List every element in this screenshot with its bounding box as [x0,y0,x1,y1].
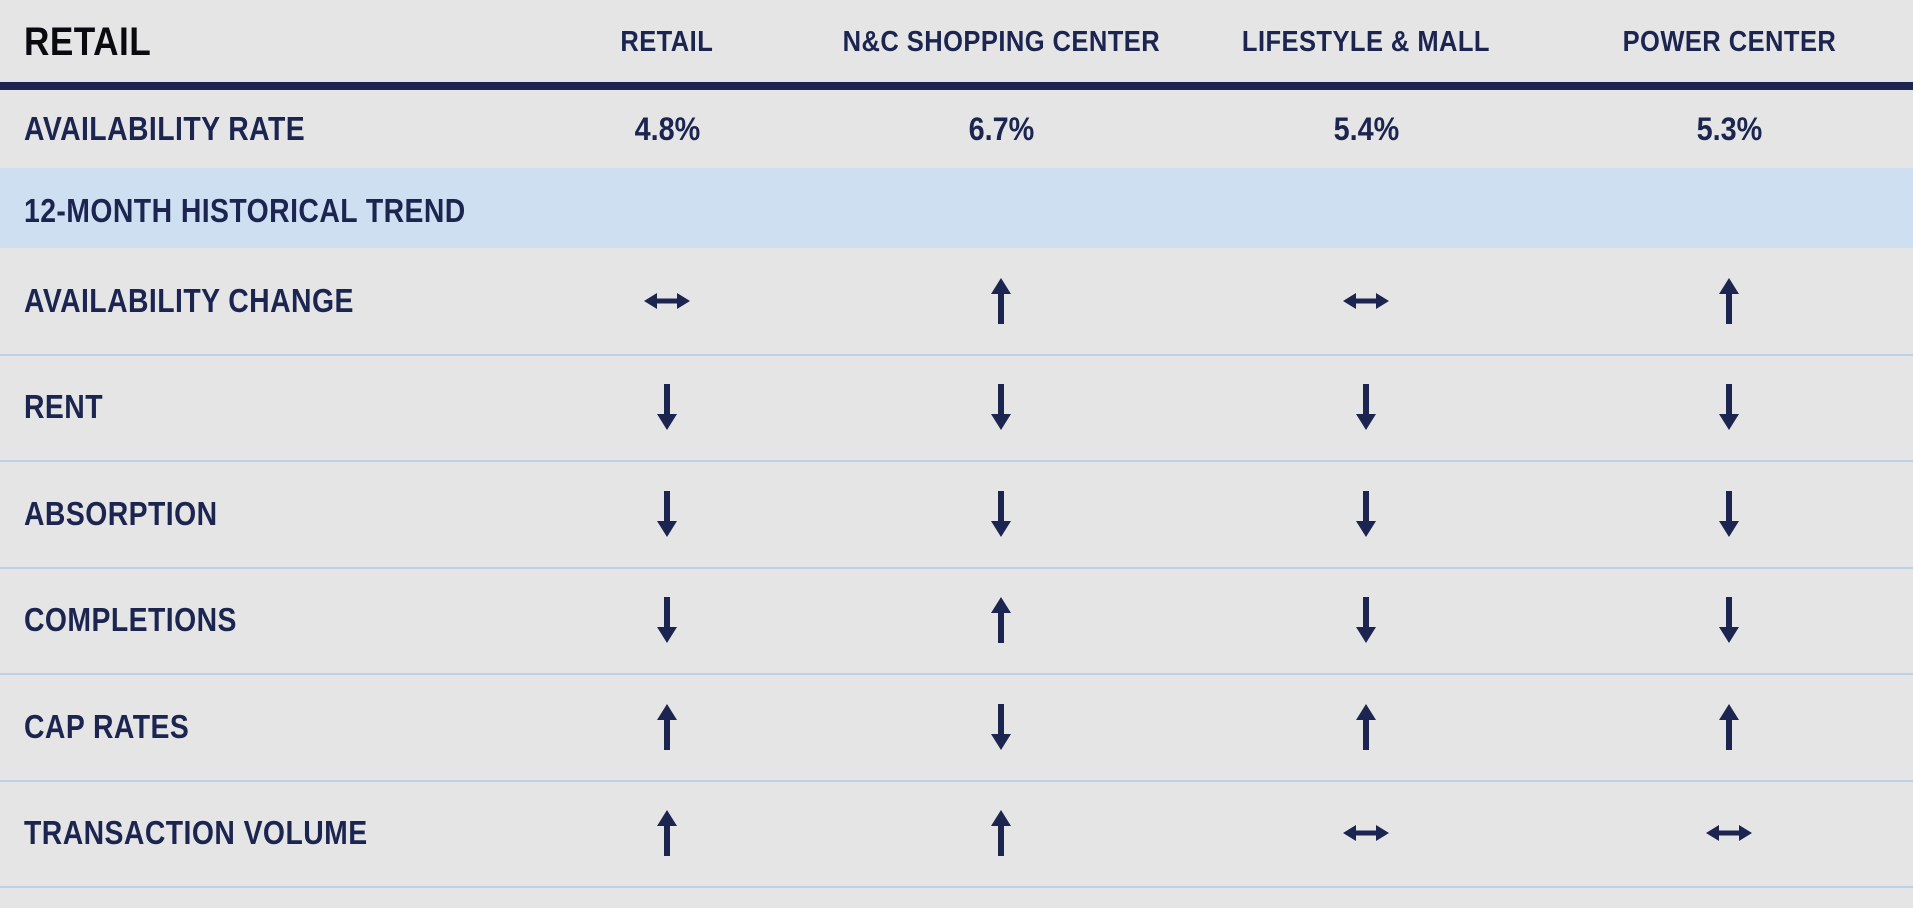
trend-row-label: AVAILABILITY CHANGE [24,281,354,319]
arrow-up-icon [1719,703,1739,750]
header-rule [0,82,1913,90]
trend-cell-retail [517,593,817,647]
trend-cell-nc-shopping-center [851,700,1151,754]
trend-row: TRANSACTION VOLUME [0,781,1913,886]
availability-rate-row: AVAILABILITY RATE 4.8% 6.7% 5.4% 5.3% [0,90,1913,168]
arrow-left-right-icon [644,292,690,309]
trend-cell-lifestyle-mall [1216,593,1516,647]
trend-row-label: ABSORPTION [24,494,218,532]
trend-cell-lifestyle-mall [1216,380,1516,434]
table-title: RETAIL [24,19,152,64]
arrow-down-icon [1356,384,1376,430]
arrow-down-icon [1719,490,1739,537]
row-divider [0,460,1913,462]
trend-row-label: CAP RATES [24,707,190,745]
trend-cell-power-center [1579,380,1879,434]
trend-cell-retail [517,700,817,754]
availability-value-power-center: 5.3% [1696,110,1762,147]
trend-cell-power-center [1579,487,1879,541]
arrow-down-icon [991,384,1011,430]
arrow-left-right-icon [1706,825,1752,841]
trend-cell-lifestyle-mall [1216,700,1516,754]
trend-cell-power-center [1579,593,1879,647]
column-header-nc-shopping-center: N&C SHOPPING CENTER [842,25,1160,58]
arrow-left-right-icon [1343,292,1389,309]
arrow-down-icon [657,490,677,537]
trend-row-label: RENT [24,388,103,425]
trend-cell-nc-shopping-center [851,380,1151,434]
arrow-down-icon [991,490,1011,537]
column-header-retail: RETAIL [620,25,714,58]
arrow-up-icon [657,810,677,856]
arrow-up-icon [991,810,1011,856]
trend-cell-power-center [1579,274,1879,328]
trend-row: CAP RATES [0,674,1913,779]
row-divider [0,886,1913,888]
arrow-up-icon [657,703,677,750]
column-header-lifestyle-mall: LIFESTYLE & MALL [1241,25,1491,58]
arrow-down-icon [657,384,677,430]
trend-cell-lifestyle-mall [1216,806,1516,860]
trend-cell-nc-shopping-center [851,806,1151,860]
row-divider [0,353,1913,356]
arrow-down-icon [991,703,1011,750]
trend-row: ABSORPTION [0,461,1913,566]
column-header-power-center: POWER CENTER [1622,25,1836,58]
row-divider [0,673,1913,675]
trend-cell-nc-shopping-center [851,593,1151,647]
trend-section-band: 12-MONTH HISTORICAL TREND [0,168,1913,248]
availability-value-retail: 4.8% [634,110,700,147]
arrow-down-icon [1356,490,1376,537]
arrow-down-icon [1719,597,1739,643]
arrow-down-icon [1719,384,1739,430]
trend-cell-retail [517,380,817,434]
trend-row: AVAILABILITY CHANGE [0,248,1913,353]
arrow-up-icon [1356,703,1376,750]
arrow-left-right-icon [1343,825,1389,841]
trend-cell-retail [517,806,817,860]
trend-cell-nc-shopping-center [851,487,1151,541]
trend-cell-power-center [1579,806,1879,860]
trend-row: COMPLETIONS [0,568,1913,673]
trend-cell-lifestyle-mall [1216,487,1516,541]
trend-cell-nc-shopping-center [851,274,1151,328]
trend-cell-power-center [1579,700,1879,754]
arrow-up-icon [1719,277,1739,324]
header-row: RETAIL RETAIL N&C SHOPPING CENTER LIFEST… [0,0,1913,84]
availability-value-lifestyle-mall: 5.4% [1333,110,1399,147]
trend-section-title: 12-MONTH HISTORICAL TREND [24,192,466,229]
arrow-down-icon [657,597,677,643]
arrow-down-icon [1356,597,1376,643]
availability-rate-label: AVAILABILITY RATE [24,110,306,147]
trend-cell-retail [517,274,817,328]
arrow-up-icon [991,597,1011,643]
trend-row: RENT [0,355,1913,460]
trend-row-label: COMPLETIONS [24,601,237,638]
trend-cell-lifestyle-mall [1216,274,1516,328]
trend-cell-retail [517,487,817,541]
availability-value-nc-shopping-center: 6.7% [968,110,1034,147]
arrow-up-icon [991,277,1011,324]
row-divider [0,566,1913,569]
trend-row-label: TRANSACTION VOLUME [24,814,368,851]
row-divider [0,779,1913,782]
